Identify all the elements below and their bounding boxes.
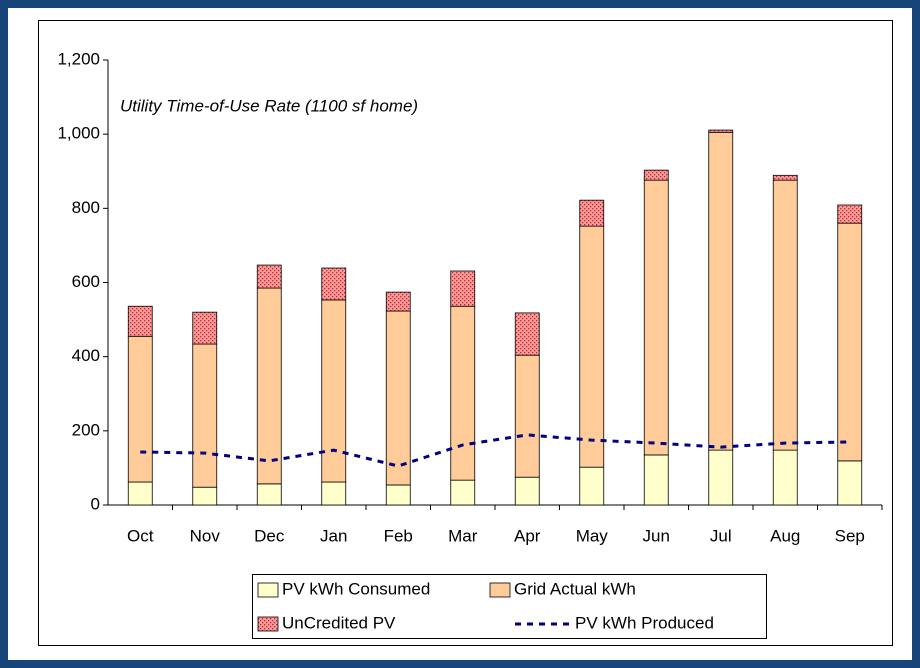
y-tick-label: 400 (72, 346, 100, 365)
bar-segment (708, 449, 734, 506)
x-tick-label: Jan (320, 526, 347, 545)
bar-segment (772, 174, 798, 181)
bar-segment (708, 131, 734, 451)
bar-segment (385, 310, 411, 486)
bar-segment (772, 449, 798, 506)
legend-swatch (489, 582, 511, 598)
bar-segment (579, 466, 605, 506)
bar-segment (643, 179, 669, 456)
x-tick-label: Jun (643, 526, 670, 545)
bar-segment (837, 222, 863, 462)
y-tick-label: 1,200 (57, 49, 100, 68)
x-tick-label: Jul (710, 526, 732, 545)
bar-segment (837, 460, 863, 506)
x-tick-label: Oct (127, 526, 154, 545)
bar-segment (321, 299, 347, 483)
bar-segment (514, 312, 540, 356)
legend-label: Grid Actual kWh (514, 579, 636, 598)
y-tick-label: 800 (72, 198, 100, 217)
y-tick-label: 600 (72, 272, 100, 291)
y-tick-label: 1,000 (57, 124, 100, 143)
bar-segment (192, 486, 218, 506)
x-tick-label: Apr (514, 526, 541, 545)
x-tick-label: Nov (190, 526, 221, 545)
x-tick-label: Mar (448, 526, 478, 545)
bar-segment (643, 454, 669, 506)
bar-segment (772, 179, 798, 451)
y-tick-label: 200 (72, 420, 100, 439)
annotation: Utility Time-of-Use Rate (1100 sf home) (120, 96, 418, 115)
bar-segment (837, 204, 863, 224)
bar-segment (450, 270, 476, 307)
bar-segment (579, 199, 605, 227)
legend-swatch (257, 582, 279, 598)
bar-segment (450, 305, 476, 481)
bar-segment (514, 354, 540, 478)
bar-segment (321, 267, 347, 301)
bar-segment (579, 225, 605, 468)
legend-label: UnCredited PV (282, 613, 396, 632)
bar-segment (514, 476, 540, 506)
bar-segment (127, 481, 153, 506)
bar-segment (450, 479, 476, 506)
legend-label: PV kWh Consumed (282, 579, 430, 598)
x-tick-label: Feb (384, 526, 413, 545)
bar-segment (256, 483, 282, 506)
x-tick-label: Aug (770, 526, 800, 545)
bar-segment (385, 484, 411, 506)
bar-segment (127, 335, 153, 483)
bar-segment (256, 287, 282, 485)
bar-segment (192, 343, 218, 488)
bar-segment (256, 264, 282, 289)
x-tick-label: Dec (254, 526, 285, 545)
legend-label: PV kWh Produced (575, 613, 714, 632)
x-tick-label: May (576, 526, 609, 545)
line (140, 433, 850, 468)
bar-segment (385, 291, 411, 312)
bar-segment (321, 481, 347, 506)
bar-segment (127, 305, 153, 337)
bar-segment (643, 169, 669, 181)
x-tick-label: Sep (835, 526, 865, 545)
y-tick-label: 0 (91, 494, 100, 513)
legend-swatch (257, 616, 279, 632)
bar-segment (192, 311, 218, 345)
bar-segment (708, 129, 734, 133)
